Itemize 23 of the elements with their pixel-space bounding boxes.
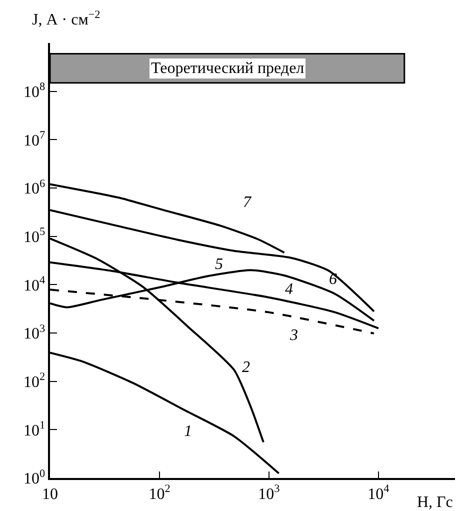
x-tick-label: 10 [42, 486, 58, 503]
x-tick-label: 10$^{2}$ [148, 483, 170, 503]
series-label: 6 [329, 271, 337, 288]
y-axis-title: J, А · см$^{−2}$ [32, 9, 100, 29]
y-tick-label: 10$^{0}$ [23, 468, 46, 488]
series-label: 4 [285, 281, 293, 298]
x-tick-label: 10$^{3}$ [258, 483, 280, 503]
y-tick-label: 10$^{5}$ [23, 226, 46, 246]
series-label: 2 [242, 359, 250, 376]
y-tick-label: 10$^{4}$ [23, 274, 46, 294]
y-tick-label: 10$^{2}$ [23, 371, 46, 391]
y-tick-label: 10$^{3}$ [23, 322, 46, 343]
series-label: 7 [243, 194, 252, 211]
series-label: 1 [184, 423, 192, 440]
y-tick-label: 10$^{1}$ [23, 420, 46, 440]
y-tick-label: 10$^{6}$ [23, 178, 46, 198]
x-tick-label: 10$^{4}$ [368, 483, 390, 503]
y-tick-label: 10$^{8}$ [23, 81, 46, 101]
series-label: 5 [215, 256, 223, 273]
series-label: 3 [289, 327, 298, 344]
y-tick-label: 10$^{7}$ [23, 130, 46, 150]
x-axis-title: H, Гс [417, 494, 453, 511]
band-label: Теоретический предел [151, 60, 304, 77]
